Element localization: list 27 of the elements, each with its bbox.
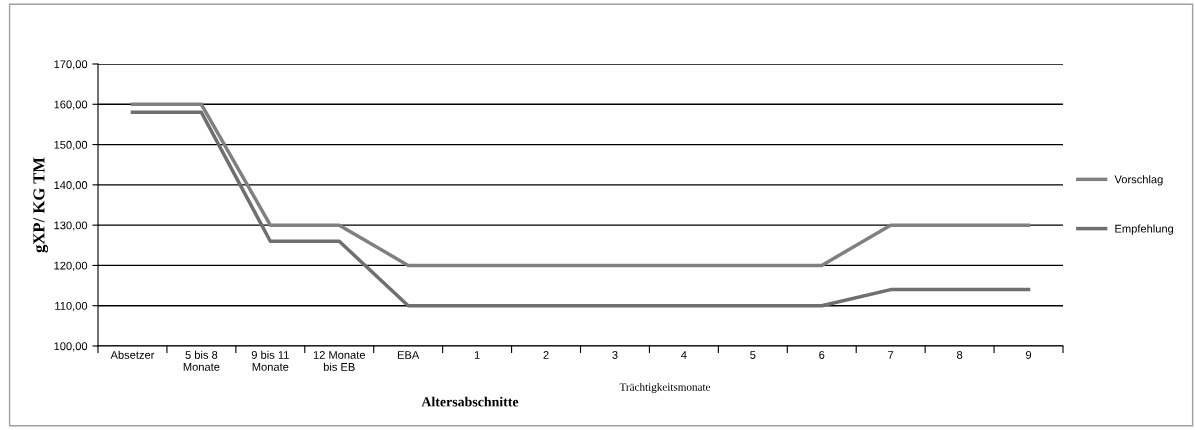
x-tick-label: Absetzer [110, 350, 155, 359]
y-tick-label: 130,00 [54, 221, 88, 231]
y-tick-label: 100,00 [54, 342, 88, 352]
y-tick-label: 160,00 [54, 100, 88, 110]
x-tick-label: 8 [957, 351, 963, 359]
x-tick-label: 3 [612, 351, 618, 359]
x-tick-label: 6 [819, 351, 825, 359]
x-tick-label: 2 [543, 351, 549, 359]
y-axis-title: gXP/ KG TM [33, 157, 49, 253]
x-axis-title: Altersabschnitte [421, 396, 519, 407]
y-tick-label: 170,00 [54, 60, 88, 70]
x-tick-label: 9 [1025, 351, 1032, 359]
text: Trächtigkeitsmonate [619, 382, 711, 394]
x-tick-label: EBA [397, 351, 420, 359]
x-tick-label: 1 [474, 351, 480, 359]
legend-label: Vorschlag [1114, 175, 1163, 186]
legend-label: Empfehlung [1115, 224, 1174, 235]
x-tick-label: 4 [681, 351, 687, 359]
x-tick-label: 12 Monate bis EB [313, 351, 366, 371]
y-tick-label: 150,00 [54, 140, 88, 151]
x-tick-label: 5 bis 8 Monate [183, 350, 220, 371]
y-tick-label: 140,00 [54, 181, 88, 191]
x-tick-label: 9 bis 11 Monate [251, 350, 289, 371]
x-tick-label: 5 [750, 351, 756, 359]
y-tick-label: 120,00 [54, 261, 88, 271]
y-tick-label: 110,00 [55, 301, 88, 312]
x-tick-label: 7 [888, 351, 894, 359]
